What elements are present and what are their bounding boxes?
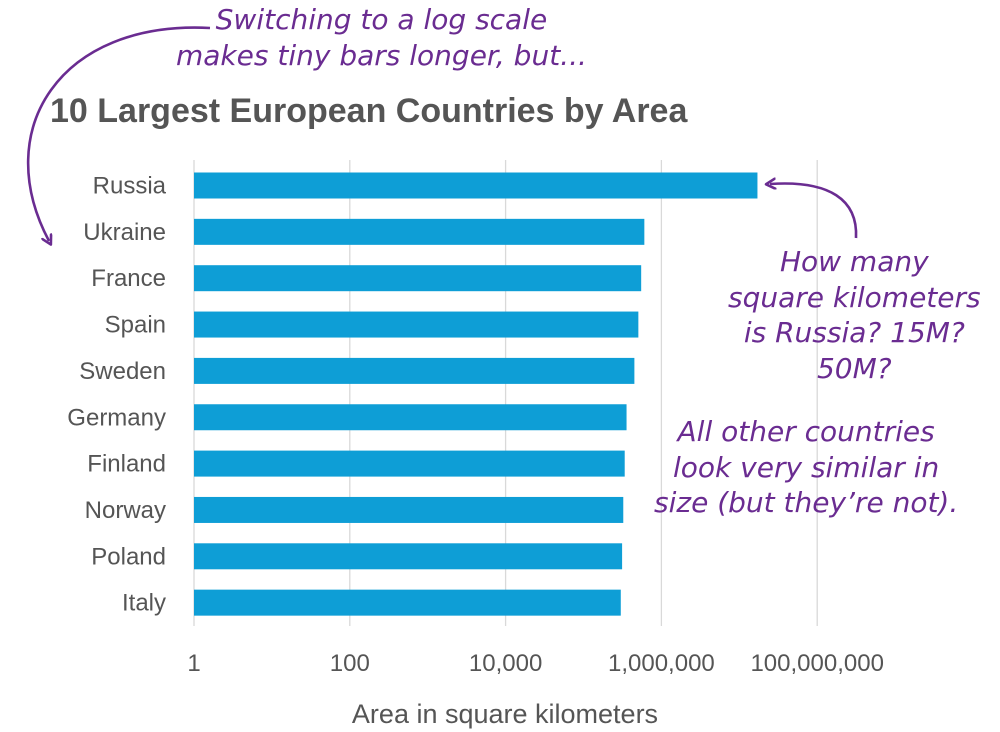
bar-finland (194, 450, 625, 477)
annotation-arrow-left (26, 26, 211, 241)
annotation-arrow-russia (770, 183, 858, 239)
annotation-russia-question: How many square kilometers is Russia? 15… (728, 244, 981, 386)
category-label-germany: Germany (67, 404, 166, 431)
chart-title: 10 Largest European Countries by Area (50, 92, 688, 130)
category-label-norway: Norway (85, 497, 166, 524)
bar-spain (194, 311, 639, 338)
annotation-line: All other countries (677, 415, 935, 448)
annotation-line: How many (779, 245, 929, 278)
bar-russia (194, 172, 758, 199)
category-label-russia: Russia (93, 173, 167, 200)
x-tick-label: 10,000 (469, 650, 542, 677)
category-label-ukraine: Ukraine (83, 219, 166, 246)
annotation-line: look very similar in (673, 450, 940, 484)
x-tick-label: 1,000,000 (608, 650, 715, 677)
annotation-similar-size: All other countries look very similar in… (654, 414, 958, 521)
x-tick-labels: 1 100 10,000 1,000,000 100,000,000 (187, 650, 884, 677)
annotation-line: Switching to a log scale (215, 3, 548, 36)
bar-ukraine (194, 218, 645, 245)
bar-poland (194, 543, 623, 570)
annotation-line: size (but they’re not). (654, 486, 959, 520)
category-label-italy: Italy (122, 590, 166, 617)
bars (194, 172, 758, 616)
category-label-finland: Finland (87, 451, 166, 478)
bar-norway (194, 496, 624, 523)
category-label-sweden: Sweden (79, 358, 166, 385)
annotation-line: square kilometers (728, 280, 981, 314)
x-tick-label: 1 (187, 650, 200, 677)
category-label-france: France (91, 265, 166, 292)
bar-germany (194, 404, 627, 431)
annotation-line: 50M? (816, 351, 892, 385)
category-label-poland: Poland (91, 543, 166, 570)
x-tick-label: 100 (330, 650, 370, 677)
bar-italy (194, 589, 621, 616)
x-axis-label: Area in square kilometers (352, 699, 658, 729)
bar-france (194, 265, 642, 292)
annotation-line: is Russia? 15M? (743, 316, 965, 350)
bar-sweden (194, 357, 635, 384)
category-labels: Russia Ukraine France Spain Sweden Germany Fin… (67, 173, 166, 617)
annotation-line: makes tiny bars longer, but... (176, 38, 587, 72)
category-label-spain: Spain (105, 312, 166, 339)
x-tick-label: 100,000,000 (750, 650, 883, 677)
annotation-log-scale: Switching to a log scale makes tiny bars… (176, 2, 587, 73)
